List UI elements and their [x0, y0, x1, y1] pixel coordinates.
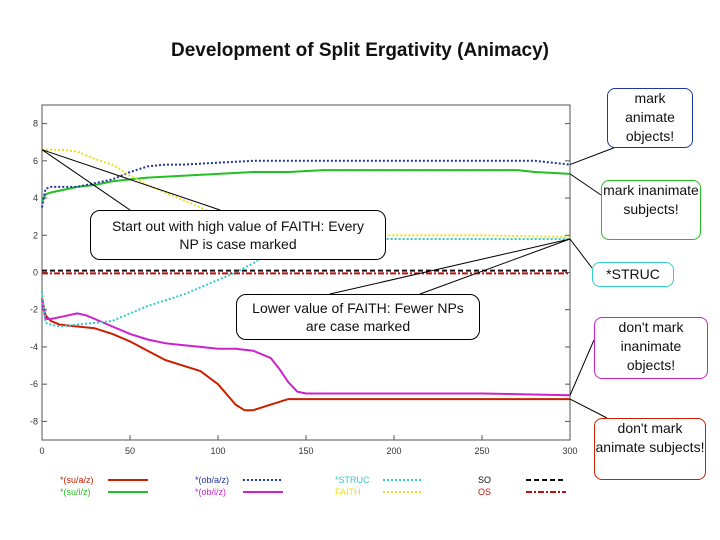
x-tick-label: 100	[210, 446, 225, 456]
legend-label: *(ob/i/z)	[195, 487, 226, 497]
pointer-start-2	[41, 149, 221, 211]
callout-lower-faith: Lower value of FAITH: Fewer NPs are case…	[236, 294, 480, 340]
y-tick-label: -8	[30, 416, 38, 426]
pointer-note-struc	[569, 238, 593, 269]
note-dont-mark-animate-subjects: don't mark animate subjects!	[594, 418, 706, 480]
series-line-ob-a	[41, 159, 571, 208]
series-line-su-a	[41, 298, 570, 412]
y-tick-label: 8	[33, 119, 38, 129]
y-tick-label: -2	[30, 305, 38, 315]
x-tick-label: 150	[298, 446, 313, 456]
y-tick-label: 4	[33, 193, 38, 203]
legend-label: *(su/i/z)	[60, 487, 91, 497]
series-line-ob-i	[41, 300, 571, 397]
slide-title: Development of Split Ergativity (Animacy…	[171, 40, 549, 61]
legend-label: FAITH	[335, 487, 361, 497]
legend-label: *(su/a/z)	[60, 475, 94, 485]
y-tick-label: 0	[33, 268, 38, 278]
y-tick-label: 6	[33, 156, 38, 166]
note-mark-animate-objects: mark animate objects!	[607, 88, 693, 148]
x-tick-label: 200	[386, 446, 401, 456]
pointer-start-1	[41, 149, 131, 211]
legend-label: *STRUC	[335, 475, 370, 485]
note-mark-inanimate-subjects: mark inanimate subjects!	[601, 180, 701, 240]
legend-label: *(ob/a/z)	[195, 475, 229, 485]
pointer-note-animate-subjects	[569, 398, 608, 419]
series-line-su-i	[41, 169, 571, 203]
x-tick-label: 300	[562, 446, 577, 456]
pointer-note-animate-objects	[569, 146, 617, 166]
y-tick-label: 2	[33, 230, 38, 240]
note-struc: *STRUC	[592, 262, 674, 287]
pointer-note-inanimate-subjects	[569, 173, 602, 196]
x-tick-label: 0	[39, 446, 44, 456]
pointer-lower-1	[329, 238, 571, 295]
x-tick-label: 250	[474, 446, 489, 456]
pointer-lower-2	[419, 238, 571, 295]
note-dont-mark-inanimate-objects: don't mark inanimate objects!	[594, 317, 708, 379]
callout-start-high-faith: Start out with high value of FAITH: Ever…	[90, 210, 386, 260]
legend-label: SO	[478, 475, 491, 485]
pointer-note-inanimate-objects	[569, 339, 595, 396]
x-tick-label: 50	[125, 446, 135, 456]
y-tick-label: -6	[30, 379, 38, 389]
legend-label: OS	[478, 487, 491, 497]
y-tick-label: -4	[30, 342, 38, 352]
